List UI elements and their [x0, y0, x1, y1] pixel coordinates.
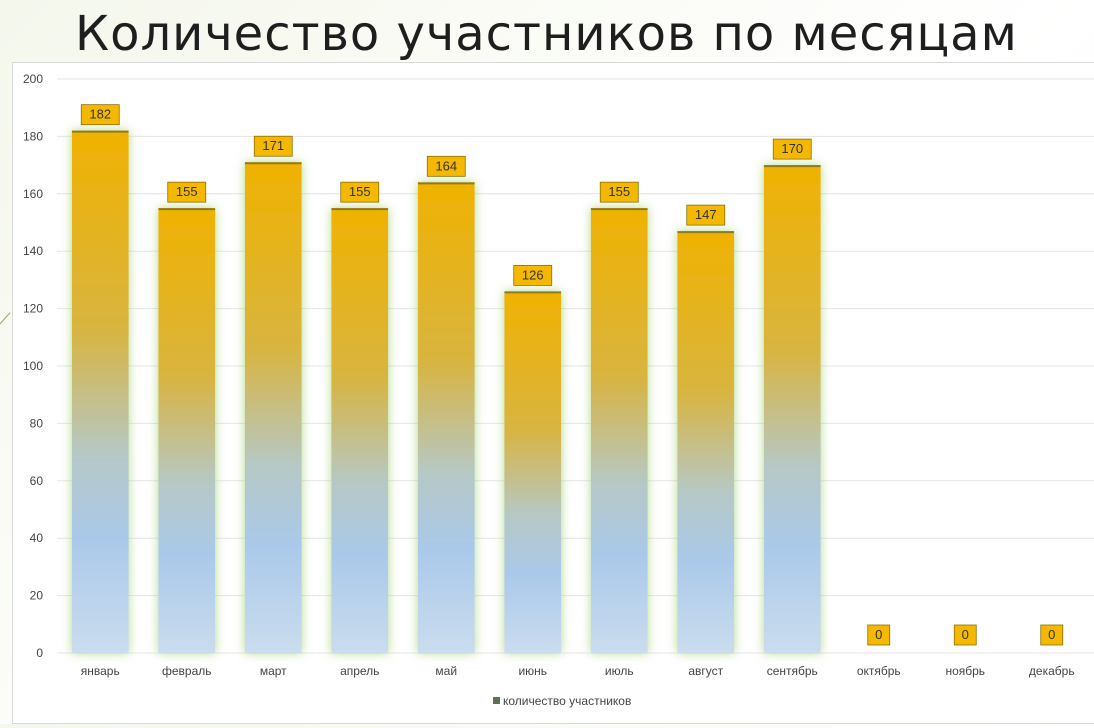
data-label: 126 — [522, 267, 544, 282]
data-label-box — [599, 181, 639, 203]
y-tick-label: 180 — [23, 129, 43, 143]
x-tick-label: май — [435, 664, 457, 678]
y-tick-label: 140 — [23, 244, 43, 258]
data-label-box — [340, 181, 380, 203]
y-tick-label: 120 — [23, 302, 43, 316]
data-label-box — [80, 104, 120, 126]
data-label-box — [953, 624, 977, 646]
y-axis-ticks: 0 20 40 60 80 100 120 140 160 180 200 — [23, 72, 43, 660]
x-tick-label: июнь — [518, 664, 547, 678]
decorative-line — [0, 312, 11, 331]
data-label: 170 — [781, 141, 803, 156]
y-tick-label: 60 — [30, 474, 44, 488]
x-tick-label: сентябрь — [767, 664, 818, 678]
data-label: 147 — [695, 207, 717, 222]
y-tick-label: 40 — [30, 531, 44, 545]
data-label: 171 — [262, 138, 284, 153]
data-label-box — [686, 204, 726, 226]
x-tick-label: июль — [605, 664, 634, 678]
y-tick-label: 20 — [30, 589, 44, 603]
data-label-box — [1040, 624, 1064, 646]
data-label: 155 — [349, 184, 371, 199]
data-label-box — [772, 138, 812, 160]
y-tick-label: 100 — [23, 359, 43, 373]
data-label: 155 — [176, 184, 198, 199]
data-label-box — [167, 181, 207, 203]
page-title: Количество участников по месяцам — [75, 6, 1018, 62]
data-label-box — [867, 624, 891, 646]
gridlines — [57, 78, 1094, 654]
chart-area: 0 20 40 60 80 100 120 140 160 180 200 182 155 171 155… — [12, 62, 1094, 724]
bars — [71, 130, 821, 654]
x-axis-ticks: январь февраль март апрель май июнь июль август… — [81, 664, 1075, 678]
data-label-box — [253, 135, 293, 157]
bar — [504, 291, 562, 653]
data-label: 0 — [962, 627, 969, 642]
bar — [590, 208, 648, 653]
data-label: 0 — [875, 627, 882, 642]
legend: количество участников — [493, 694, 631, 708]
data-label-box — [513, 264, 553, 286]
bar — [71, 130, 129, 653]
bar — [417, 182, 475, 653]
data-labels: 182 155 171 155 164 126 155 147 170 0 0 0 — [80, 104, 1064, 646]
x-tick-label: январь — [81, 664, 120, 678]
bar — [763, 165, 821, 653]
legend-label: количество участников — [503, 694, 631, 708]
data-label-box — [426, 155, 466, 177]
x-tick-label: август — [688, 664, 723, 678]
x-tick-label: октябрь — [857, 664, 901, 678]
data-label: 0 — [1048, 627, 1055, 642]
legend-marker — [493, 697, 500, 704]
bar — [677, 231, 735, 654]
x-tick-label: март — [260, 664, 287, 678]
y-tick-label: 80 — [30, 416, 44, 430]
bar — [158, 208, 216, 653]
data-label: 155 — [608, 184, 630, 199]
bar-chart: 0 20 40 60 80 100 120 140 160 180 200 182 155 171 155… — [23, 72, 1094, 708]
data-label: 164 — [435, 158, 457, 173]
x-tick-label: декабрь — [1029, 664, 1075, 678]
x-tick-label: февраль — [162, 664, 212, 678]
y-tick-label: 200 — [23, 72, 43, 86]
bar — [244, 162, 302, 653]
bar — [331, 208, 389, 653]
y-tick-label: 160 — [23, 187, 43, 201]
x-tick-label: ноябрь — [945, 664, 985, 678]
x-tick-label: апрель — [340, 664, 379, 678]
data-label: 182 — [89, 107, 111, 122]
y-tick-label: 0 — [36, 646, 43, 660]
